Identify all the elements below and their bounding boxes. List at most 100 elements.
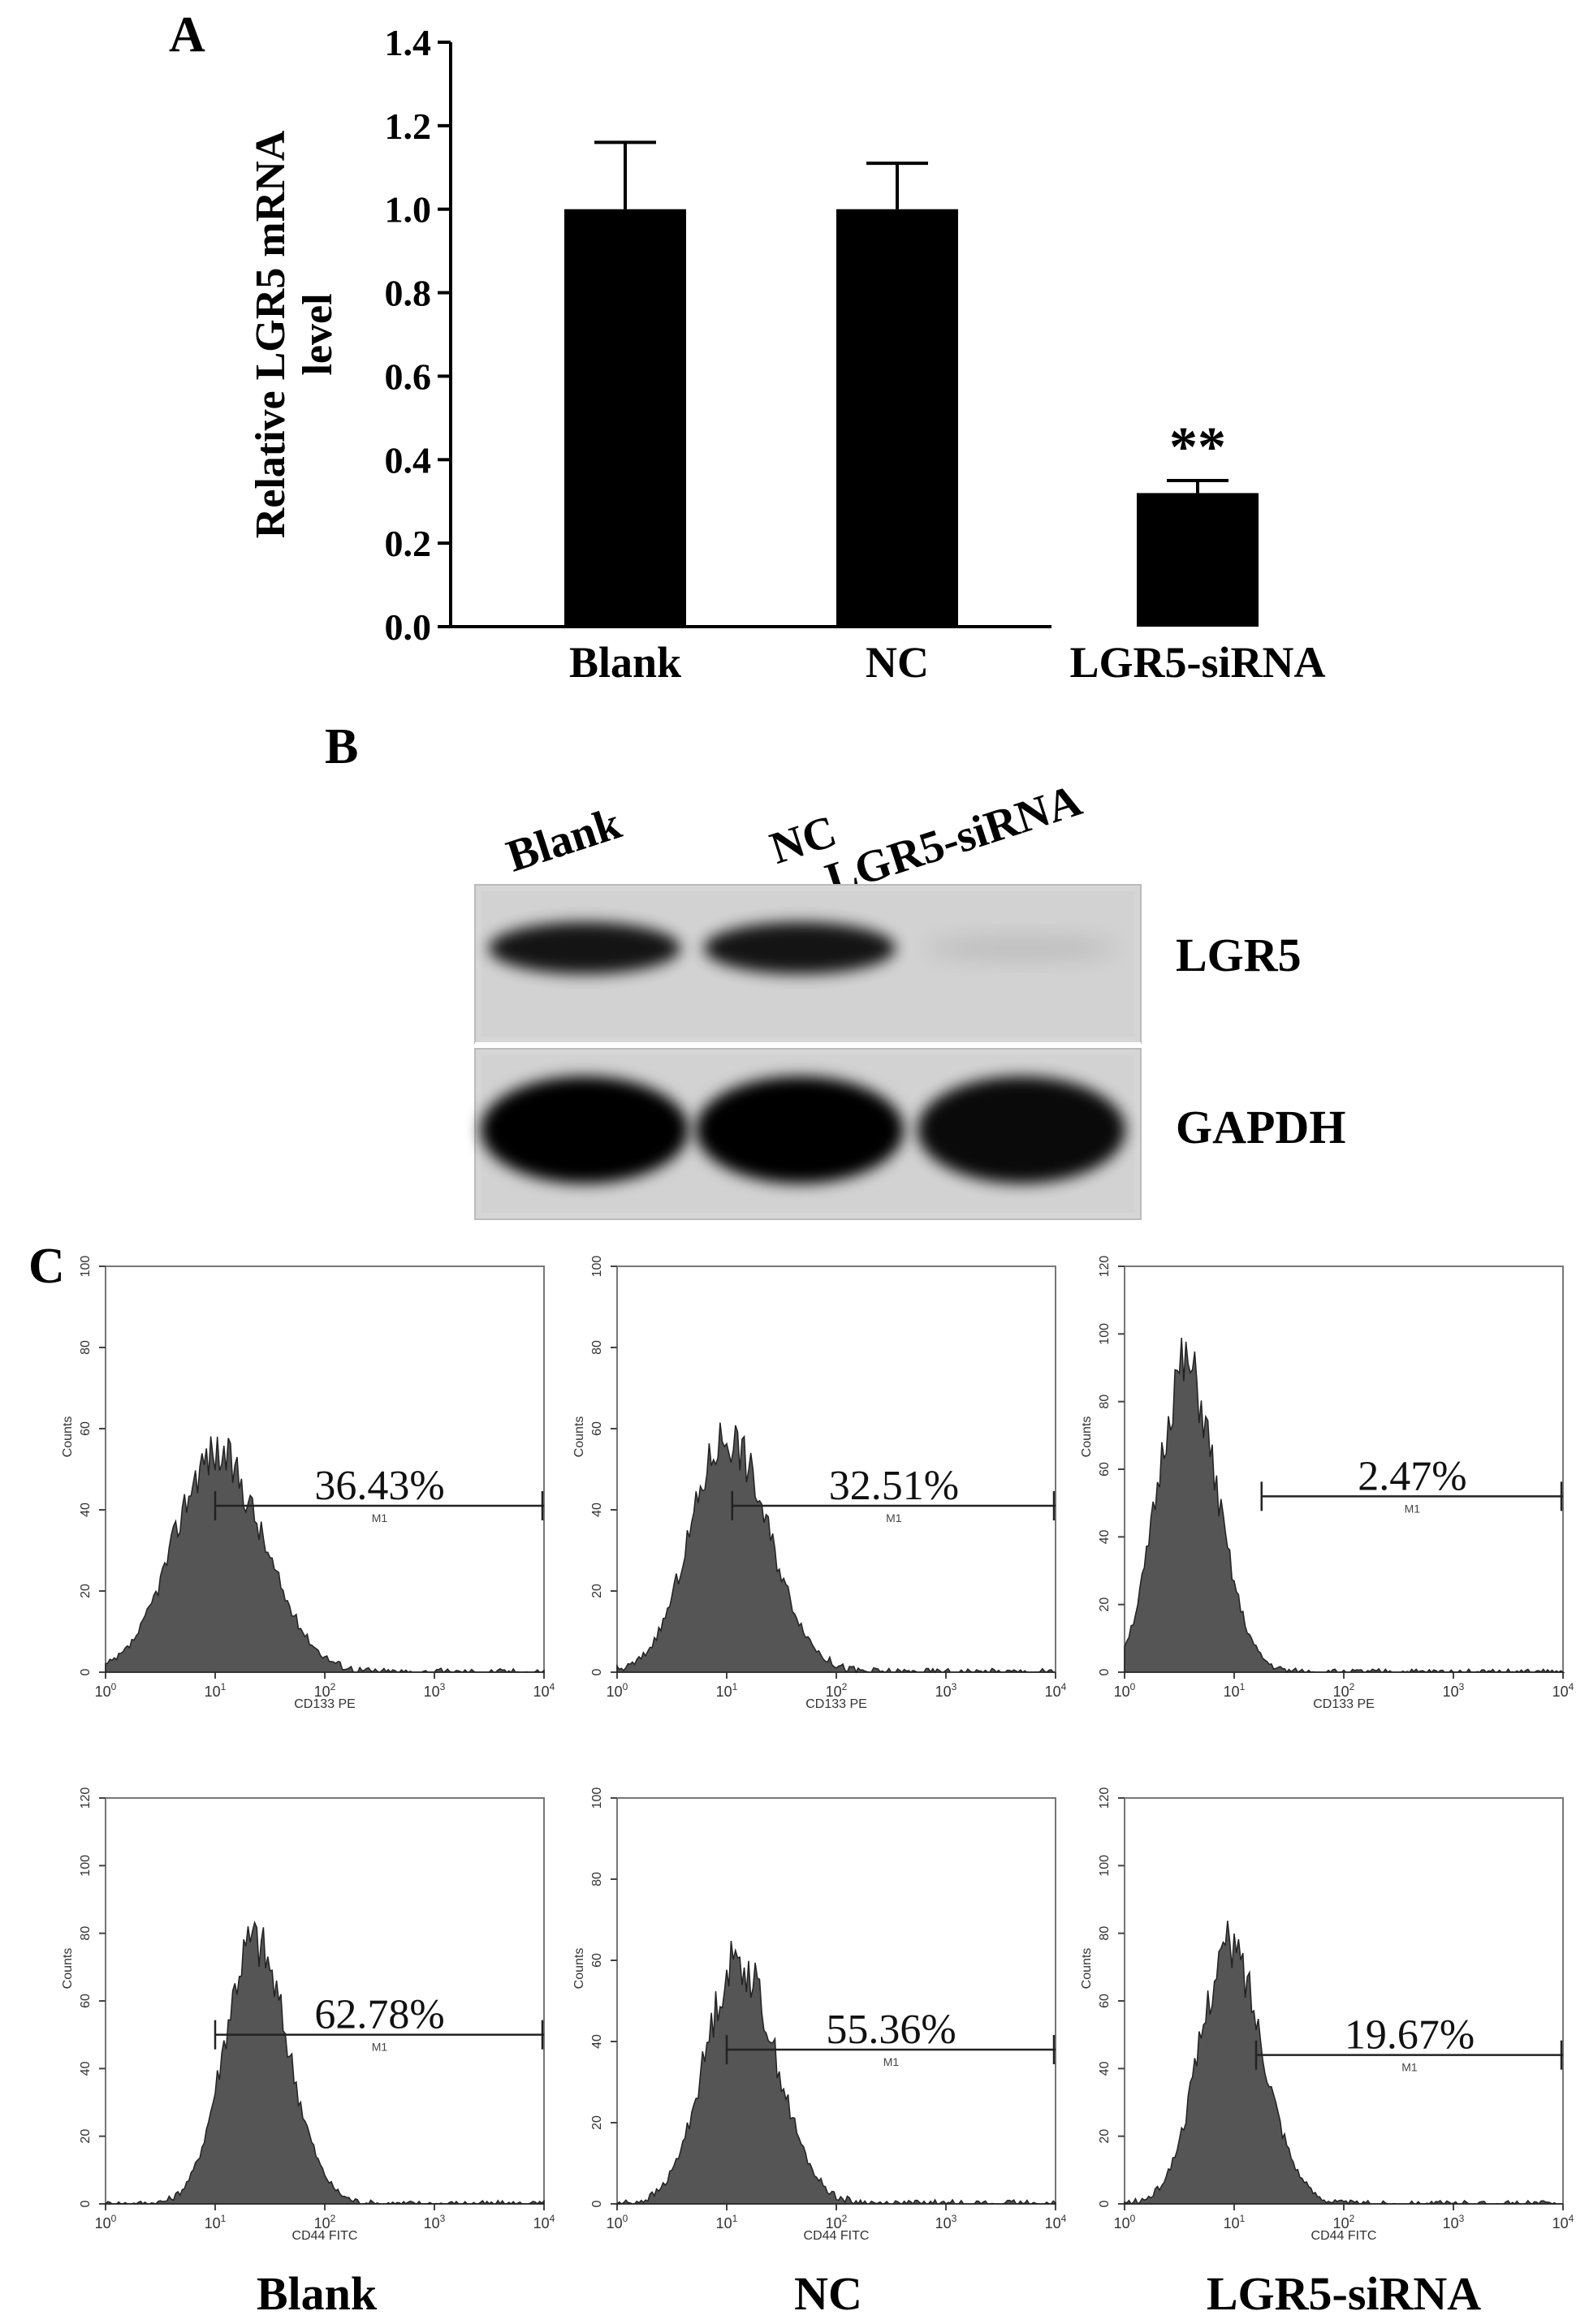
y-tick-label: 20	[79, 1584, 93, 1598]
x-axis-label: CD44 FITC	[804, 2229, 870, 2243]
x-axis-label: CD133 PE	[805, 1697, 867, 1711]
x-axis-label: CD44 FITC	[292, 2229, 358, 2243]
flow-cytometry-grid: 0 20 40 60 80 100 Counts 100 101 102 103 104 CD133 P…	[61, 1256, 1574, 2320]
y-tick-label: 100	[79, 1256, 93, 1278]
y-axis-label-line1: Relative LGR5 mRNA	[248, 130, 294, 538]
histogram-panel: 0 20 40 60 80 100 120 Counts 100 101 102 103 104 CD13…	[1080, 1256, 1574, 1711]
histogram-fill	[616, 1422, 1056, 1674]
x-tick-label: 104	[1045, 2213, 1067, 2231]
histogram-panel: 0 20 40 60 80 100 Counts 100 101 102 103 104 CD133 P…	[61, 1256, 555, 1711]
y-tick-label: 0	[590, 1668, 604, 1675]
y-axis-label: Counts	[572, 1948, 586, 1990]
x-tick-label: 103	[935, 1681, 957, 1700]
band-label: GAPDH	[1176, 1101, 1345, 1153]
x-tick-label: 100	[1114, 1681, 1136, 1700]
y-tick-label: 80	[1098, 1395, 1112, 1409]
y-tick-label: 20	[590, 2115, 604, 2130]
bar	[836, 209, 958, 627]
y-tick-label: 20	[1098, 1597, 1112, 1612]
x-axis-label: CD44 FITC	[1311, 2229, 1377, 2243]
bar	[1137, 493, 1259, 627]
y-axis-label: Counts	[572, 1416, 586, 1458]
x-tick-label: 102	[314, 1681, 336, 1700]
y-tick-label: 0	[1098, 2200, 1112, 2207]
x-tick-label: 101	[205, 2213, 227, 2231]
x-tick-label: 100	[95, 2213, 117, 2231]
x-axis-label: CD133 PE	[1313, 1697, 1375, 1711]
x-tick-label: 101	[1224, 2213, 1246, 2231]
y-tick-label: 0.6	[385, 356, 432, 397]
y-tick-label: 80	[1098, 1926, 1112, 1941]
histogram-fill	[104, 1921, 545, 2205]
significance-marker: **	[1169, 416, 1226, 479]
histogram-panel: 0 20 40 60 80 100 Counts 100 101 102 103 104 CD133 P…	[572, 1256, 1067, 1711]
x-tick-label: 103	[1443, 1681, 1465, 1700]
x-tick-label: 104	[1552, 1681, 1574, 1700]
x-tick-label: 104	[533, 1681, 555, 1700]
histogram-panel: 0 20 40 60 80 100 120 Counts 100 101 102 103 104 CD44…	[61, 1787, 555, 2243]
y-tick-label: 60	[590, 1421, 604, 1436]
protein-band	[696, 1076, 904, 1184]
histogram-fill	[1124, 1338, 1565, 1674]
x-tick-label: 102	[1333, 1681, 1355, 1700]
bar	[564, 209, 686, 627]
y-tick-label: 1.4	[385, 22, 432, 63]
gate-percent: 2.47%	[1358, 1453, 1466, 1499]
x-tick-label: LGR5-siRNA	[1069, 638, 1325, 687]
y-axis-label: Counts	[1080, 1416, 1094, 1458]
gate-label: M1	[372, 1511, 388, 1524]
gate-label: M1	[1401, 2061, 1418, 2074]
y-tick-label: 100	[590, 1256, 604, 1278]
group-label: Blank	[257, 2267, 378, 2320]
y-tick-label: 80	[590, 1872, 604, 1886]
x-tick-label: Blank	[569, 638, 681, 687]
histogram-fill	[1124, 1921, 1563, 2205]
y-tick-label: 80	[79, 1340, 93, 1355]
y-tick-label: 100	[1098, 1855, 1112, 1877]
y-tick-label: 0.2	[385, 523, 432, 564]
y-tick-label: 40	[79, 2061, 93, 2076]
x-tick-label: NC	[866, 638, 929, 687]
x-tick-label: 104	[1045, 1681, 1067, 1700]
y-tick-label: 20	[1098, 2129, 1112, 2144]
y-tick-label: 40	[1098, 1529, 1112, 1544]
group-label: NC	[794, 2267, 862, 2320]
y-tick-label: 0.4	[385, 439, 432, 481]
y-axis-label-line2: level	[295, 293, 341, 375]
panel-label-a: A	[169, 7, 205, 63]
y-axis-label: Counts	[61, 1948, 75, 1990]
x-tick-label: 103	[424, 1681, 446, 1700]
x-tick-label: 104	[1552, 2213, 1574, 2231]
x-tick-label: 100	[607, 1681, 628, 1700]
y-tick-label: 100	[79, 1855, 93, 1877]
x-tick-label: 101	[205, 1681, 227, 1700]
x-tick-label: 100	[1114, 2213, 1136, 2231]
y-tick-label: 0	[79, 2200, 93, 2207]
y-tick-label: 120	[1098, 1256, 1112, 1278]
y-tick-label: 100	[1098, 1323, 1112, 1345]
y-tick-label: 80	[590, 1340, 604, 1355]
y-tick-label: 100	[590, 1787, 604, 1809]
lane-label: Blank	[501, 798, 628, 882]
y-tick-label: 60	[590, 1953, 604, 1968]
group-label: LGR5-siRNA	[1207, 2267, 1481, 2320]
blot-strip	[474, 1048, 1142, 1220]
y-tick-label: 0.8	[385, 273, 432, 314]
histogram-fill	[615, 1940, 1056, 2205]
y-tick-label: 120	[79, 1787, 93, 1809]
plot-frame	[105, 1797, 545, 2205]
y-tick-label: 80	[79, 1926, 93, 1941]
bar-chart: 0.0 0.2 0.4 0.6 0.8 1.0 1.2 1.4 Blank NC LGR5-siRN…	[248, 22, 1326, 687]
x-tick-label: 102	[314, 2213, 336, 2231]
y-tick-label: 40	[590, 1503, 604, 1517]
gate-label: M1	[883, 2055, 900, 2068]
gate-percent: 19.67%	[1345, 2012, 1475, 2059]
x-tick-label: 101	[716, 2213, 738, 2231]
x-axis-label: CD133 PE	[294, 1697, 356, 1711]
y-tick-label: 0	[590, 2200, 604, 2207]
protein-band	[704, 922, 896, 974]
panel-label-c: C	[28, 1239, 65, 1294]
protein-band	[918, 1076, 1125, 1184]
gate-percent: 62.78%	[314, 1992, 444, 2038]
